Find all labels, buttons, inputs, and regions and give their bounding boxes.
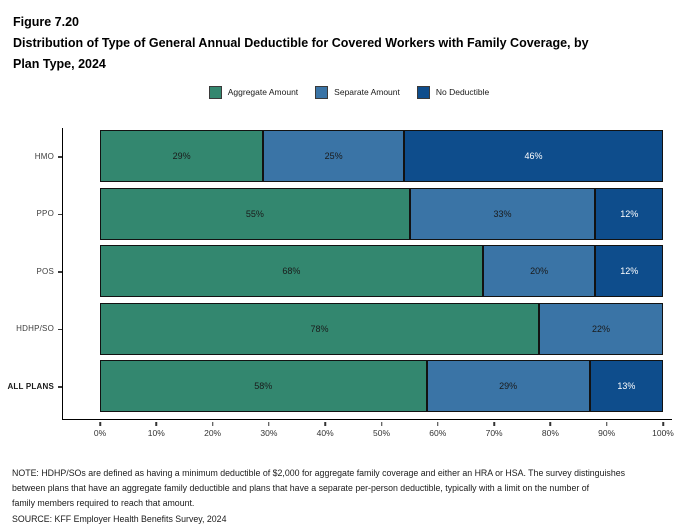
bar-value-label: 25% [324,151,343,161]
note-line: NOTE: HDHP/SOs are defined as having a m… [12,468,625,478]
bar-segment: 29% [100,130,264,182]
bar-value-label: 20% [530,266,549,276]
y-axis-labels: HMO PPO POS HDHP/SO ALL PLANS [0,128,62,420]
x-axis-tick [211,421,214,426]
bar-value-label: 58% [254,381,273,391]
x-axis-tick [437,421,439,426]
bar-segment: 12% [595,245,663,297]
x-axis-tick [155,421,158,426]
bar-value-label: 12% [620,208,639,219]
bar-row: 68% 20% 12% [100,245,663,297]
bar-row: 55% 33% 12% [100,187,663,240]
x-axis-tick-label: 70% [485,428,503,438]
note-line: between plans that have an aggregate fam… [12,483,590,494]
legend-label: Separate Amount [334,87,400,97]
x-axis-tick [268,421,270,426]
bar-value-label: 68% [282,266,301,276]
legend-swatch [315,85,329,99]
bar-segment: 29% [426,360,590,412]
bar-segment: 58% [100,360,427,412]
y-axis-label: PPO [36,209,54,218]
legend-item: Separate Amount [315,85,400,99]
bar-segment: 20% [482,245,596,297]
figure-header: Figure 7.20 Distribution of Type of Gene… [13,12,613,75]
bar-value-label: 55% [245,208,264,219]
note-text: NOTE: HDHP/SOs are defined as having a m… [12,466,694,512]
figure-number: Figure 7.20 [13,15,79,29]
bar-segment: 22% [539,302,663,355]
bar-segment: 68% [100,245,483,297]
legend-item: No Deductible [416,85,490,99]
y-axis-label: HDHP/SO [16,324,54,333]
x-axis-tick [493,421,495,426]
note-line: family members required to reach that am… [12,498,195,509]
bar-value-label: 78% [310,323,329,334]
y-axis-label: ALL PLANS [7,381,54,391]
figure-title: Distribution of Type of General Annual D… [13,36,589,71]
y-axis-tick [58,271,62,273]
bar-value-label: 22% [592,323,611,334]
legend-label: No Deductible [435,87,490,97]
x-axis-tick-label: 100% [652,428,674,438]
bar-segment: 78% [100,302,540,355]
bar-row: 58% 29% 13% [100,360,663,412]
x-axis-tick-label: 10% [147,428,165,438]
bars-area: 29% 25% 46% 55% 33% 12% 68% 20% 12% 78% 22% 58% 29% 1… [100,128,663,420]
source-text: SOURCE: KFF Employer Health Benefits Sur… [12,513,227,524]
x-axis-tick-label: 40% [316,428,334,438]
legend-label: Aggregate Amount [227,87,299,97]
x-axis-tick-label: 60% [429,428,447,438]
bar-value-label: 12% [620,266,639,276]
bar-row: 29% 25% 46% [100,130,663,182]
bar-segment: 25% [263,130,405,182]
x-axis-tick-label: 20% [204,428,222,438]
x-axis-tick-label: 80% [541,428,559,438]
bar-segment: 33% [409,187,596,240]
x-axis-tick [549,421,552,426]
figure-footnote: NOTE: HDHP/SOs are defined as having a m… [12,466,694,525]
y-axis-label: POS [36,266,54,276]
x-axis-tick-label: 30% [260,428,278,438]
bar-segment: 13% [589,360,663,412]
x-axis-tick [605,421,608,426]
bar-value-label: 29% [499,381,518,391]
legend-swatch [416,85,430,99]
y-axis-tick [58,156,62,158]
bar-value-label: 29% [172,151,191,161]
plot-panel [62,128,672,420]
x-axis-tick-label: 50% [372,428,391,438]
y-axis-tick [58,386,62,388]
x-axis: 0% 10% 20% 30% 40% 50% 60% 70% 80% 90% 100% [94,420,674,444]
y-axis-tick [58,328,62,330]
bar-segment: 46% [404,130,663,182]
legend-swatch [208,85,222,99]
bar-row: 78% 22% [100,302,663,355]
bar-segment: 55% [100,187,410,240]
y-axis-label: HMO [34,151,54,161]
legend-item: Aggregate Amount [208,85,299,99]
chart-legend: Aggregate Amount Separate Amount No Deduct… [0,84,698,100]
bar-value-label: 33% [493,208,512,219]
bar-value-label: 46% [524,151,543,161]
x-axis-tick [662,421,664,426]
x-axis-tick [99,421,101,426]
x-axis-tick [324,421,326,426]
bar-value-label: 13% [617,381,636,391]
bar-segment: 12% [595,187,663,240]
x-axis-tick-label: 90% [598,428,616,438]
x-axis-tick-label: 0% [93,428,107,438]
y-axis-tick [58,213,62,215]
x-axis-tick [380,421,383,426]
